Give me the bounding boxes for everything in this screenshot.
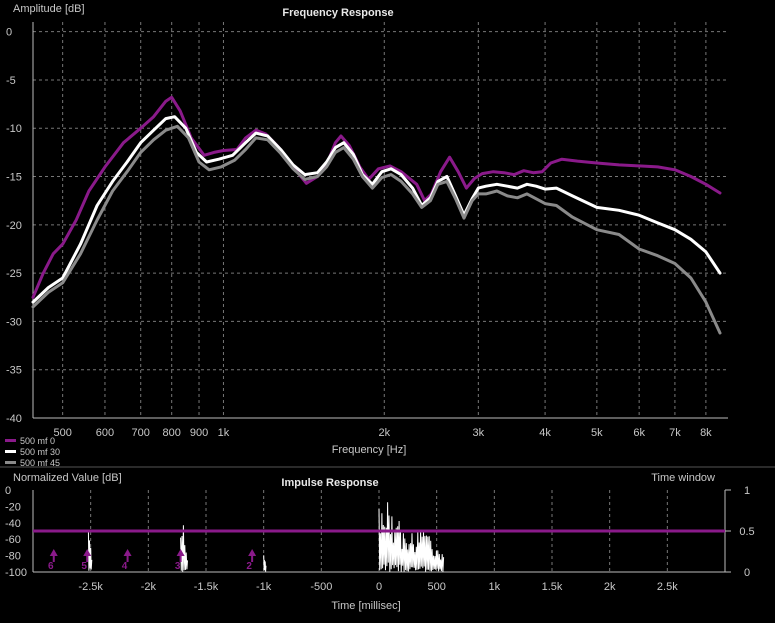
freq-y-tick-labels: 0 -5 -10 -15 -20 -25 -30 -35 -40 xyxy=(6,27,22,425)
imp-x-tick-label: 1.5k xyxy=(542,581,563,593)
imp-marker-label: 4 xyxy=(122,561,128,572)
freq-y-tick-label: -10 xyxy=(6,123,22,135)
freq-x-tick-label: 3k xyxy=(473,427,485,439)
freq-y-tick-label: -35 xyxy=(6,365,22,377)
freq-x-tick-label: 500 xyxy=(53,427,71,439)
freq-legend-label: 500 mf 0 xyxy=(20,436,55,446)
imp-markers[interactable]: 6 5 4 3 2 xyxy=(48,549,257,572)
imp-marker-arrow[interactable] xyxy=(248,549,257,556)
freq-x-tick-label: 700 xyxy=(132,427,150,439)
imp-x-tick-label: 0 xyxy=(376,581,382,593)
frequency-response-panel: Amplitude [dB] Frequency Response 0 -5 -10… xyxy=(5,3,728,468)
freq-y-tick-label: -30 xyxy=(6,316,22,328)
freq-legend-swatch xyxy=(5,439,16,442)
imp-x-tick-label: 2k xyxy=(604,581,616,593)
freq-legend-label: 500 mf 45 xyxy=(20,458,60,468)
freq-y-tick-label: 0 xyxy=(6,27,12,39)
imp-impulse-bursts xyxy=(87,502,445,572)
imp-right-tick-labels: 10.50 xyxy=(725,485,755,579)
imp-marker-label: 5 xyxy=(81,561,87,572)
imp-right-tick-label: 0.5 xyxy=(739,526,754,538)
imp-x-tick-label: 2.5k xyxy=(657,581,678,593)
freq-y-tick-label: -5 xyxy=(6,75,16,87)
freq-x-tick-label: 1k xyxy=(218,427,230,439)
freq-x-tick-label: 5k xyxy=(591,427,603,439)
imp-x-tick-label: -1k xyxy=(256,581,272,593)
impulse-response-panel: Normalized Value [dB] Impulse Response T… xyxy=(5,472,755,612)
freq-series-lines xyxy=(31,95,722,335)
imp-burst xyxy=(87,530,93,571)
freq-title: Frequency Response xyxy=(282,7,393,19)
freq-series-line xyxy=(31,124,722,335)
imp-x-tick-label: 500 xyxy=(427,581,445,593)
freq-x-tick-label: 7k xyxy=(669,427,681,439)
imp-marker-label: 6 xyxy=(48,561,54,572)
imp-right-tick-label: 0 xyxy=(744,567,750,579)
freq-x-tick-label: 600 xyxy=(96,427,114,439)
imp-y-tick-label: 0 xyxy=(5,485,11,497)
imp-y-tick-labels: 0 -20 -40 -60 -80 -100 xyxy=(5,485,27,579)
freq-ylabel: Amplitude [dB] xyxy=(13,3,85,15)
freq-legend-swatch xyxy=(5,461,16,464)
freq-grid xyxy=(33,22,728,419)
imp-x-tick-label: -2k xyxy=(141,581,157,593)
imp-x-tick-label: 1k xyxy=(489,581,501,593)
imp-y-tick-label: -60 xyxy=(5,534,21,546)
freq-x-tick-label: 4k xyxy=(539,427,551,439)
imp-x-tick-labels: -2.5k -2k -1.5k -1k -500 0 500 1k 1.5k 2k 2.5k xyxy=(78,581,678,593)
imp-right-tick-label: 1 xyxy=(744,485,750,497)
freq-x-tick-label: 900 xyxy=(190,427,208,439)
imp-y-tick-label: -40 xyxy=(5,518,21,530)
imp-x-tick-label: -500 xyxy=(310,581,332,593)
imp-right-label: Time window xyxy=(651,472,715,484)
imp-ylabel: Normalized Value [dB] xyxy=(13,472,122,484)
imp-burst xyxy=(378,502,445,572)
imp-y-tick-label: -80 xyxy=(5,551,21,563)
imp-x-tick-label: -2.5k xyxy=(78,581,103,593)
imp-marker-arrow[interactable] xyxy=(176,549,185,556)
freq-xlabel: Frequency [Hz] xyxy=(332,444,407,456)
freq-x-tick-label: 800 xyxy=(163,427,181,439)
imp-marker-arrow[interactable] xyxy=(83,549,92,556)
freq-legend-label: 500 mf 30 xyxy=(20,447,60,457)
freq-y-tick-label: -20 xyxy=(6,220,22,232)
imp-y-tick-label: -100 xyxy=(5,567,27,579)
imp-y-tick-label: -20 xyxy=(5,501,21,513)
imp-burst xyxy=(180,525,188,572)
imp-marker-arrow[interactable] xyxy=(49,549,58,556)
freq-legend-swatch xyxy=(5,450,16,453)
imp-burst xyxy=(263,555,267,572)
freq-y-tick-label: -40 xyxy=(6,413,22,425)
freq-y-tick-label: -15 xyxy=(6,172,22,184)
freq-x-tick-label: 2k xyxy=(378,427,390,439)
imp-xlabel: Time [millisec] xyxy=(331,600,400,612)
freq-x-tick-label: 8k xyxy=(700,427,712,439)
imp-marker-label: 2 xyxy=(246,561,252,572)
freq-y-tick-label: -25 xyxy=(6,268,22,280)
freq-series-line xyxy=(31,95,722,299)
freq-x-tick-labels: 500 600 700 800 900 1k 2k 3k 4k 5k 6k 7k 8k xyxy=(53,427,712,439)
freq-x-tick-label: 6k xyxy=(633,427,645,439)
freq-series-line xyxy=(31,115,722,304)
imp-title: Impulse Response xyxy=(281,477,378,489)
imp-x-tick-label: -1.5k xyxy=(194,581,219,593)
imp-marker-arrow[interactable] xyxy=(123,549,132,556)
imp-marker-label: 3 xyxy=(175,561,181,572)
